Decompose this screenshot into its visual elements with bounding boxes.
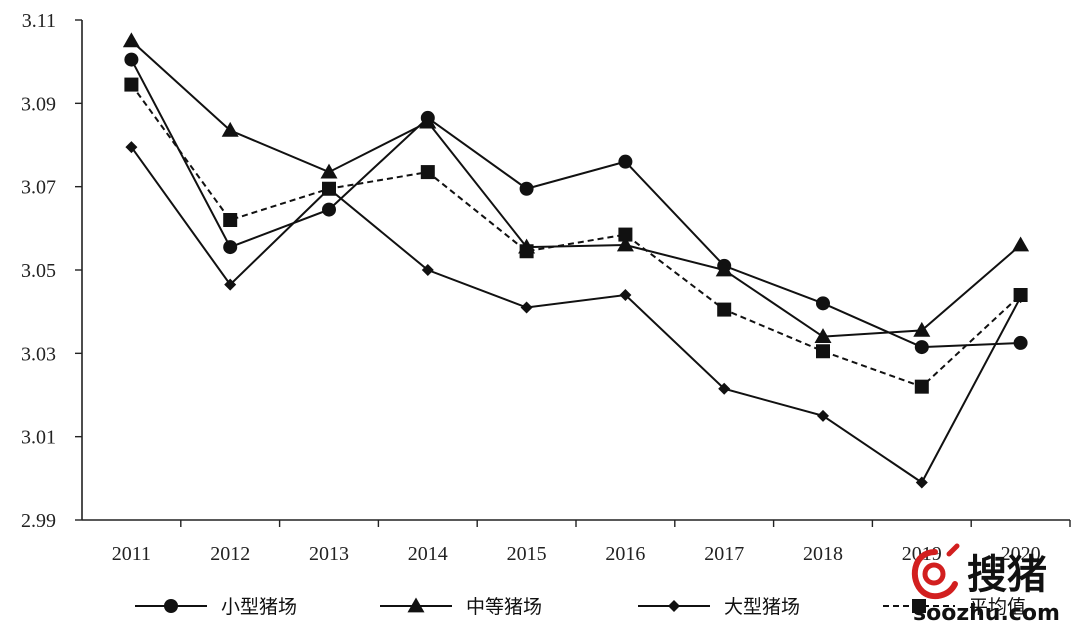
data-point	[519, 181, 534, 196]
series-markers	[122, 32, 1030, 489]
x-tick-label: 2020	[1001, 543, 1041, 565]
x-tick-label: 2013	[309, 543, 349, 565]
data-point	[816, 344, 830, 359]
data-point	[322, 202, 336, 217]
x-tick-label: 2012	[210, 543, 250, 565]
data-point	[419, 113, 437, 129]
x-tick-label: 2014	[408, 543, 448, 565]
data-point	[122, 32, 140, 48]
data-point	[814, 328, 832, 344]
x-tick-label: 2018	[803, 543, 843, 565]
data-point	[618, 154, 633, 169]
data-point	[421, 264, 434, 276]
x-tick-label: 2016	[605, 543, 645, 565]
watermark-url: soozhu.com	[913, 601, 1060, 625]
legend-label: 中等猪场	[466, 596, 542, 618]
y-tick-label: 3.09	[21, 93, 56, 115]
series-lines	[130, 40, 1022, 484]
legend: 小型猪场 中等猪场 大型猪场 平均值	[135, 596, 1026, 618]
data-point	[221, 121, 239, 137]
data-point	[914, 379, 929, 394]
y-tick-label: 3.01	[21, 427, 56, 449]
y-tick-label: 3.03	[21, 343, 56, 365]
legend-label: 大型猪场	[724, 596, 800, 618]
data-point	[223, 213, 238, 227]
y-tick-label: 3.05	[21, 260, 56, 282]
legend-label: 平均值	[969, 596, 1026, 618]
data-point	[124, 52, 139, 67]
data-point	[1012, 236, 1030, 252]
series-line	[130, 83, 1022, 388]
data-point	[619, 289, 632, 301]
series-line	[130, 59, 1021, 349]
y-tick-label: 2.99	[21, 510, 56, 532]
data-point	[124, 77, 139, 92]
tick-labels: 2.99 3.01 3.03 3.05 3.07 3.09 3.11 2011 2012 2013…	[21, 10, 1041, 565]
x-tick-label: 2015	[507, 543, 547, 565]
watermark: 搜猪 soozhu.com	[912, 543, 1060, 625]
x-tick-label: 2011	[112, 543, 151, 565]
data-point	[520, 301, 533, 314]
axes	[75, 19, 1071, 527]
data-point	[618, 227, 633, 242]
data-point	[718, 382, 731, 395]
soozhu-logo-icon	[912, 543, 960, 600]
data-point	[717, 302, 732, 317]
legend-marker	[912, 599, 926, 613]
y-tick-label: 3.07	[21, 177, 56, 199]
data-point	[223, 240, 238, 255]
legend-marker	[164, 599, 178, 613]
data-point	[1013, 335, 1028, 350]
data-point	[914, 340, 929, 355]
data-point	[224, 278, 237, 291]
data-point	[125, 141, 138, 154]
series-line	[130, 40, 1022, 338]
data-point	[420, 165, 435, 180]
data-point	[817, 409, 829, 422]
series-line	[130, 146, 1022, 484]
legend-label: 小型猪场	[221, 596, 297, 618]
data-point	[320, 163, 338, 179]
data-point	[1013, 288, 1028, 302]
watermark-brand-text: 搜猪	[967, 551, 1047, 598]
data-point	[913, 321, 931, 337]
legend-marker	[407, 597, 425, 613]
x-tick-label: 2017	[704, 543, 744, 565]
data-point	[322, 181, 336, 196]
legend-marker	[668, 600, 680, 612]
data-point	[519, 244, 534, 259]
data-point	[816, 296, 830, 311]
data-point	[715, 261, 733, 277]
data-point	[616, 236, 634, 252]
y-tick-label: 3.11	[22, 10, 56, 32]
data-point	[915, 476, 928, 489]
